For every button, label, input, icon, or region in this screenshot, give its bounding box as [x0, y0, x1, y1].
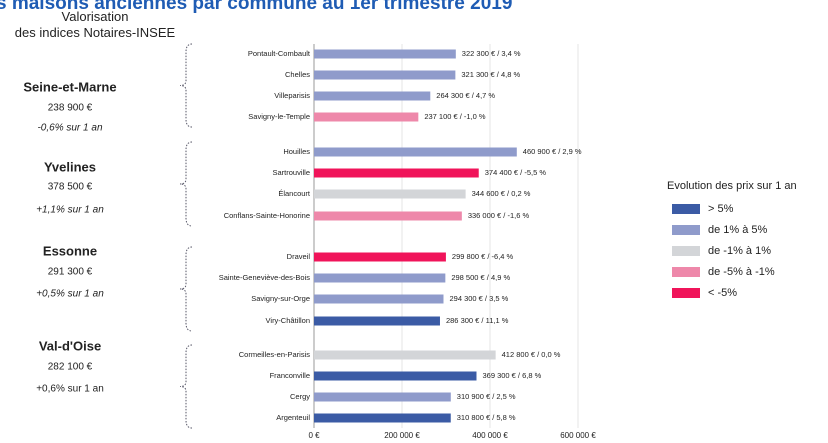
category-label: Pontault-Combault [248, 49, 311, 58]
category-label: Villeparisis [274, 91, 310, 100]
bar [314, 49, 456, 59]
group-name: Yvelines [44, 159, 96, 174]
bar [314, 413, 451, 423]
brace [179, 141, 193, 227]
legend-label: de 1% à 5% [708, 224, 768, 236]
data-label: 321 300 € / 4,8 % [461, 70, 520, 79]
category-label: Élancourt [278, 189, 311, 198]
legend-label: < -5% [708, 287, 737, 299]
group-change: +1,1% sur 1 an [36, 205, 104, 216]
bar [314, 189, 466, 199]
x-tick-label: 600 000 € [560, 431, 596, 440]
brace [179, 246, 193, 332]
bar [314, 168, 479, 178]
category-label: Franconville [270, 371, 310, 380]
bar [314, 91, 431, 101]
x-tick-label: 200 000 € [384, 431, 420, 440]
category-label: Chelles [285, 70, 310, 79]
x-tick-label: 0 € [308, 431, 320, 440]
bar [314, 371, 477, 381]
brace [179, 344, 193, 429]
data-label: 298 500 € / 4,9 % [451, 273, 510, 282]
group-price: 378 500 € [48, 182, 93, 193]
category-label: Savigny-sur-Orge [251, 294, 310, 303]
category-label: Viry-Châtillon [266, 316, 310, 325]
legend-swatch [672, 204, 700, 214]
bar [314, 112, 419, 122]
category-label: Houilles [283, 147, 310, 156]
category-label: Argenteuil [276, 413, 310, 422]
x-tick-label: 400 000 € [472, 431, 508, 440]
category-label: Cergy [290, 392, 310, 401]
data-label: 344 600 € / 0,2 % [472, 189, 531, 198]
data-label: 310 800 € / 5,8 % [457, 413, 516, 422]
legend-swatch [672, 225, 700, 235]
data-label: 460 900 € / 2,9 % [523, 147, 582, 156]
legend-label: de -5% à -1% [708, 266, 775, 278]
data-label: 322 300 € / 3,4 % [462, 49, 521, 58]
legend-swatch [672, 267, 700, 277]
bar [314, 70, 456, 80]
bar [314, 147, 517, 157]
brace [179, 43, 193, 128]
data-label: 374 400 € / -5,5 % [485, 168, 547, 177]
category-label: Cormeilles-en-Parisis [239, 350, 311, 359]
group-name: Val-d'Oise [39, 338, 101, 353]
bar [314, 294, 444, 304]
category-label: Sartrouville [272, 168, 310, 177]
bar [314, 350, 496, 360]
group-change: +0,6% sur 1 an [36, 384, 104, 395]
data-label: 310 900 € / 2,5 % [457, 392, 516, 401]
chart-title: s maisons anciennes par commune au 1er t… [0, 0, 512, 14]
bar [314, 252, 446, 262]
data-label: 299 800 € / -6,4 % [452, 252, 514, 261]
group-name: Seine-et-Marne [23, 79, 116, 94]
data-label: 336 000 € / -1,6 % [468, 211, 530, 220]
group-price: 282 100 € [48, 362, 93, 373]
category-label: Sainte-Geneviève-des-Bois [219, 273, 311, 282]
category-label: Draveil [287, 252, 311, 261]
group-name: Essonne [43, 243, 97, 258]
group-change: +0,5% sur 1 an [36, 289, 104, 300]
data-label: 412 800 € / 0,0 % [502, 350, 561, 359]
data-label: 369 300 € / 6,8 % [482, 371, 541, 380]
bar [314, 273, 446, 283]
bar [314, 392, 451, 402]
data-label: 294 300 € / 3,5 % [449, 294, 508, 303]
data-label: 264 300 € / 4,7 % [436, 91, 495, 100]
category-label: Conflans-Sainte-Honorine [224, 211, 310, 220]
category-label: Savigny-le-Temple [248, 112, 310, 121]
legend-swatch [672, 288, 700, 298]
group-change: -0,6% sur 1 an [37, 123, 102, 134]
group-price: 291 300 € [48, 267, 93, 278]
legend-label: de -1% à 1% [708, 245, 771, 257]
legend-title: Evolution des prix sur 1 an [667, 180, 797, 192]
bar [314, 316, 440, 326]
legend-swatch [672, 246, 700, 256]
bar [314, 211, 462, 221]
data-label: 286 300 € / 11,1 % [446, 316, 509, 325]
group-price: 238 900 € [48, 103, 93, 114]
data-label: 237 100 € / -1,0 % [424, 112, 486, 121]
legend-label: > 5% [708, 203, 734, 215]
subtitle: Valorisation des indices Notaires-INSEE [15, 9, 176, 40]
